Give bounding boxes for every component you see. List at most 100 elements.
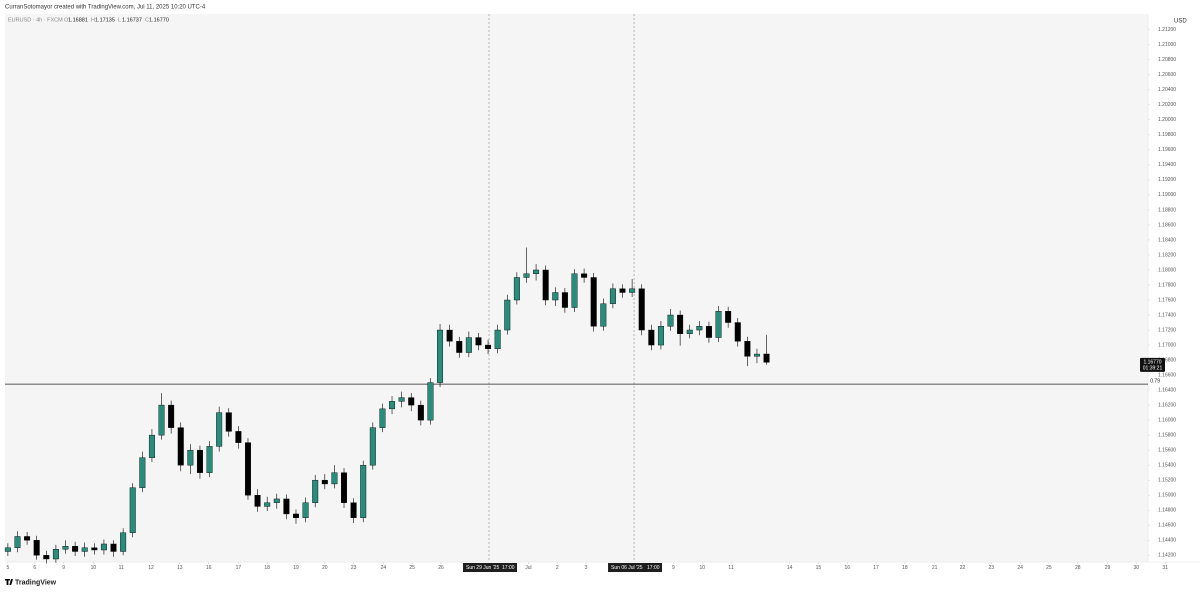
candle-body <box>398 397 405 402</box>
y-tick-label: 1.18200 <box>1158 252 1176 258</box>
candle-body <box>312 479 319 503</box>
candle-body <box>437 329 444 383</box>
ohlc-key: L <box>118 17 121 23</box>
candle-body <box>465 337 472 353</box>
x-tick-label: 9 <box>672 565 675 571</box>
x-tick-label: 11 <box>119 565 124 571</box>
y-tick-label: 1.16800 <box>1158 357 1176 363</box>
candle-body <box>763 353 770 363</box>
candle-body <box>389 401 396 410</box>
candle-body <box>331 472 338 485</box>
x-tick-label: 10 <box>699 565 705 571</box>
candle-body <box>629 288 636 293</box>
y-tick-label: 1.16600 <box>1158 372 1176 378</box>
candle-body <box>283 498 290 515</box>
x-tick-label: 13 <box>177 565 183 571</box>
symbol-title: EURUSD · 4h · FXCM <box>8 17 63 23</box>
candle-body <box>504 299 511 331</box>
x-tick-label: 21 <box>932 565 938 571</box>
x-tick-label: 9 <box>62 565 65 571</box>
candle-body <box>254 494 261 507</box>
x-tick-label: 10 <box>91 565 97 571</box>
candle-body <box>686 329 693 334</box>
candle-body <box>235 431 242 443</box>
y-tick-label: 1.17800 <box>1158 282 1176 288</box>
y-tick-label: 1.15800 <box>1158 432 1176 438</box>
y-tick-label: 1.18000 <box>1158 267 1176 273</box>
y-tick-label: 1.19400 <box>1158 162 1176 168</box>
candle-body <box>302 502 309 518</box>
x-tick-label: 12 <box>148 565 154 571</box>
x-tick-label: 17 <box>236 565 242 571</box>
y-tick-label: 1.14200 <box>1158 553 1176 559</box>
candle-body <box>744 341 751 357</box>
candle-body <box>590 277 597 327</box>
candle-body <box>475 337 482 346</box>
candle-body <box>561 292 568 308</box>
x-tick-label: 28 <box>1075 565 1081 571</box>
candle-body <box>542 269 549 301</box>
ohlc-value: 1.16737 <box>122 17 142 23</box>
date-marker-tag <box>608 563 663 572</box>
candle-body <box>533 269 540 274</box>
y-tick-label: 1.18400 <box>1158 237 1176 243</box>
candle-body <box>705 326 712 338</box>
y-tick-label: 1.17400 <box>1158 312 1176 318</box>
brand-logo <box>4 579 13 585</box>
candle-body <box>427 382 434 421</box>
x-tick-label: 11 <box>728 565 733 571</box>
candle-body <box>81 547 88 552</box>
candle-body <box>619 288 626 293</box>
candle-body <box>43 555 50 560</box>
candle-body <box>667 314 674 327</box>
x-tick-label: 16 <box>844 565 850 571</box>
y-tick-label: 1.14400 <box>1158 538 1176 544</box>
x-tick-label: 29 <box>1105 565 1111 571</box>
ohlc-key: C <box>145 17 149 23</box>
candle-body <box>120 532 127 552</box>
candle-body <box>609 288 616 304</box>
x-tick-label: 18 <box>902 565 908 571</box>
candle-body <box>369 427 376 466</box>
y-tick-label: 1.17200 <box>1158 327 1176 333</box>
x-tick-label: 20 <box>322 565 328 571</box>
x-tick-label: 14 <box>787 565 793 571</box>
last-price-label: 1.16770 <box>1143 360 1161 366</box>
level-label: 0.79 <box>1150 378 1160 384</box>
candle-body <box>148 434 155 458</box>
candle-body <box>216 412 223 447</box>
date-marker-label: Sun 06 Jul '25 <box>611 565 643 571</box>
y-tick-label: 1.18600 <box>1158 222 1176 228</box>
y-tick-label: 1.21000 <box>1158 42 1176 48</box>
candle-body <box>494 329 501 350</box>
y-tick-label: 1.20200 <box>1158 102 1176 108</box>
candle-body <box>321 479 328 485</box>
x-tick-label: 17 <box>873 565 879 571</box>
x-tick-label: 24 <box>1017 565 1023 571</box>
ohlc-key: H <box>91 17 95 23</box>
candle-body <box>677 314 684 334</box>
y-tick-label: 1.19800 <box>1158 132 1176 138</box>
candle-body <box>206 446 213 473</box>
y-tick-label: 1.18800 <box>1158 207 1176 213</box>
candle-body <box>244 442 251 496</box>
x-tick-label: 5 <box>6 565 9 571</box>
x-tick-label: 6 <box>33 565 36 571</box>
candle-body <box>33 540 40 556</box>
y-tick-label: 1.14600 <box>1158 523 1176 529</box>
candle-body <box>187 449 194 466</box>
x-tick-label: 26 <box>438 565 444 571</box>
y-tick-label: 1.15000 <box>1158 493 1176 499</box>
candle-body <box>485 344 492 350</box>
y-tick-label: 1.15200 <box>1158 478 1176 484</box>
y-tick-label: 1.14800 <box>1158 508 1176 514</box>
x-tick-label: 23 <box>989 565 995 571</box>
candle-body <box>571 273 578 308</box>
candle-body <box>100 543 107 551</box>
y-tick-label: 1.19000 <box>1158 192 1176 198</box>
date-marker-time: 17:00 <box>647 565 660 571</box>
y-tick-label: 1.15600 <box>1158 447 1176 453</box>
x-tick-label: 19 <box>293 565 299 571</box>
attribution: CurranSotomayor created with TradingView… <box>5 5 206 11</box>
